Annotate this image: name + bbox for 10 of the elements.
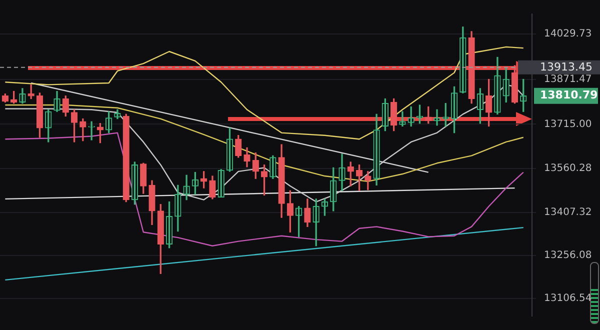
y-tick-label: 13871.47 xyxy=(544,74,592,86)
y-tick-label: 13715.00 xyxy=(544,118,592,130)
candlestick xyxy=(416,104,424,124)
ref-line-label: 13913.45 xyxy=(540,60,592,74)
y-tick-label: 14029.73 xyxy=(544,28,592,40)
y-tick-label: 13407.32 xyxy=(544,206,592,218)
text: 13810.79 xyxy=(540,88,598,102)
y-tick-label: 13106.54 xyxy=(544,292,592,304)
y-tick-label: 13560.28 xyxy=(544,163,592,174)
y-tick-label: 13256.08 xyxy=(544,250,592,262)
